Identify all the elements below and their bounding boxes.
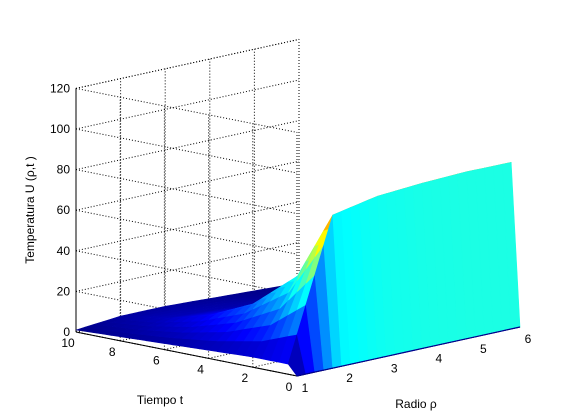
y-tick-label: 0 [286,380,293,394]
y-tick-label: 8 [109,345,116,359]
z-tick-label: 0 [63,325,70,339]
x-tick-label: 1 [302,381,309,395]
z-tick-label: 100 [50,122,70,136]
x-tick-label: 6 [525,332,532,346]
y-tick-label: 10 [61,336,75,350]
grid-line [75,209,298,255]
grid-line [75,87,298,133]
grid-line [75,160,300,211]
grid-line [75,120,300,171]
y-axis-label: Tiempo t [137,393,184,407]
x-tick-label: 5 [480,342,487,356]
surface-mesh [75,162,521,377]
x-tick-label: 4 [435,352,442,366]
x-tick-label: 2 [346,371,353,385]
z-tick-label: 80 [57,163,71,177]
grid-line [75,241,300,292]
y-tick-label: 2 [241,371,248,385]
grid-line [75,201,300,252]
x-axis-label: Radio ρ [395,397,437,411]
y-tick-label: 6 [153,354,160,368]
x-tick-label: 3 [391,361,398,375]
grid-line [75,169,298,215]
grid-line [75,38,300,89]
z-tick-label: 60 [57,203,71,217]
y-tick-label: 4 [197,362,204,376]
initial-profile-line [296,326,521,377]
z-tick-label: 40 [57,244,71,258]
y-axis-line [75,331,298,377]
z-axis-label: Temperatura U (ρ,t ) [23,156,37,264]
z-tick-label: 120 [50,81,70,95]
grid-line [75,79,300,130]
grid-line [75,128,298,174]
grid-line [75,250,298,296]
z-tick-label: 20 [57,284,71,298]
